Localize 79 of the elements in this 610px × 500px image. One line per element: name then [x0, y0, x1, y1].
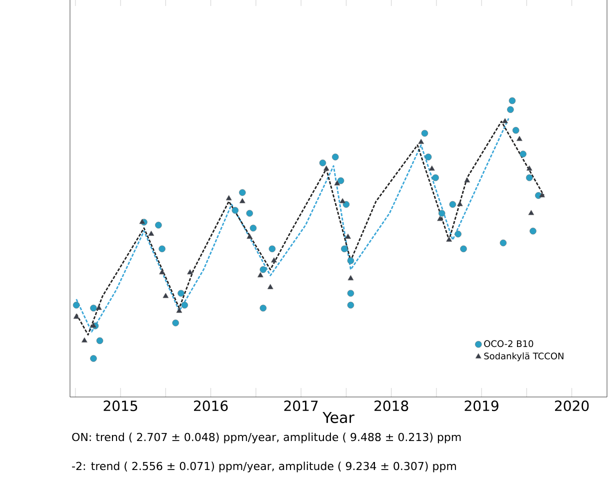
point	[340, 198, 346, 204]
point	[347, 302, 354, 308]
point	[464, 177, 470, 182]
point	[155, 222, 162, 228]
point	[456, 201, 463, 206]
point	[520, 150, 526, 158]
point	[162, 292, 169, 298]
point	[345, 234, 351, 239]
point	[347, 290, 354, 297]
point	[246, 210, 253, 217]
point	[508, 97, 516, 104]
point	[96, 337, 104, 344]
point	[239, 189, 246, 196]
point	[260, 304, 266, 312]
point	[347, 257, 354, 264]
point	[337, 177, 344, 184]
point	[260, 266, 266, 273]
point	[319, 160, 326, 166]
point	[232, 206, 239, 214]
point	[181, 302, 188, 308]
point	[516, 136, 522, 141]
x-tick-label: 2016	[194, 400, 228, 412]
point	[507, 106, 514, 113]
point	[96, 304, 102, 310]
text: -2: trend ( 2.556 ± 0.071) ppm/year, amplitude ( 9.234 ± 0.307) ppm	[72, 462, 456, 472]
point	[73, 314, 80, 319]
point	[421, 130, 428, 137]
point	[148, 230, 154, 236]
x-tick-label: 2019	[464, 400, 498, 412]
point	[268, 245, 276, 252]
point	[239, 198, 246, 204]
point	[348, 275, 354, 280]
point	[267, 284, 274, 290]
point	[437, 216, 443, 221]
point	[158, 245, 166, 252]
point	[500, 240, 507, 246]
x-axis-title: Year	[322, 412, 354, 424]
point	[246, 234, 253, 239]
point	[424, 154, 432, 160]
point	[460, 245, 467, 252]
legend-label: OCO-2 B10	[484, 340, 534, 348]
legend-label: Sodankylä TCCON	[484, 352, 564, 362]
point	[187, 269, 193, 274]
point	[526, 165, 532, 171]
x-tick-label: 2015	[104, 400, 138, 412]
x-tick-label: 2020	[555, 400, 589, 412]
point	[539, 192, 545, 198]
point	[432, 174, 439, 182]
point	[159, 269, 165, 274]
point	[250, 224, 257, 232]
point	[226, 195, 232, 200]
point	[418, 138, 424, 144]
x-tick-label: 2017	[284, 400, 318, 412]
point	[530, 228, 536, 234]
point	[90, 304, 97, 312]
point	[428, 165, 435, 171]
point	[502, 118, 508, 124]
point	[341, 245, 348, 252]
point	[446, 236, 452, 242]
point	[90, 322, 96, 328]
point	[449, 201, 456, 208]
point	[528, 210, 534, 216]
point	[90, 355, 97, 362]
point	[512, 126, 520, 134]
point	[271, 257, 277, 262]
text: ON: trend ( 2.707 ± 0.048) ppm/year, amplitude ( 9.488 ± 0.213) ppm	[72, 432, 461, 444]
point	[332, 154, 339, 160]
x-tick-label: 2018	[374, 400, 408, 412]
point	[178, 290, 184, 297]
point	[172, 320, 179, 326]
point	[82, 337, 88, 342]
point	[258, 272, 264, 278]
point	[454, 230, 462, 238]
point	[334, 180, 340, 186]
point	[323, 165, 330, 171]
point	[438, 210, 446, 217]
point	[526, 174, 533, 182]
point	[176, 308, 182, 313]
point	[72, 302, 80, 308]
